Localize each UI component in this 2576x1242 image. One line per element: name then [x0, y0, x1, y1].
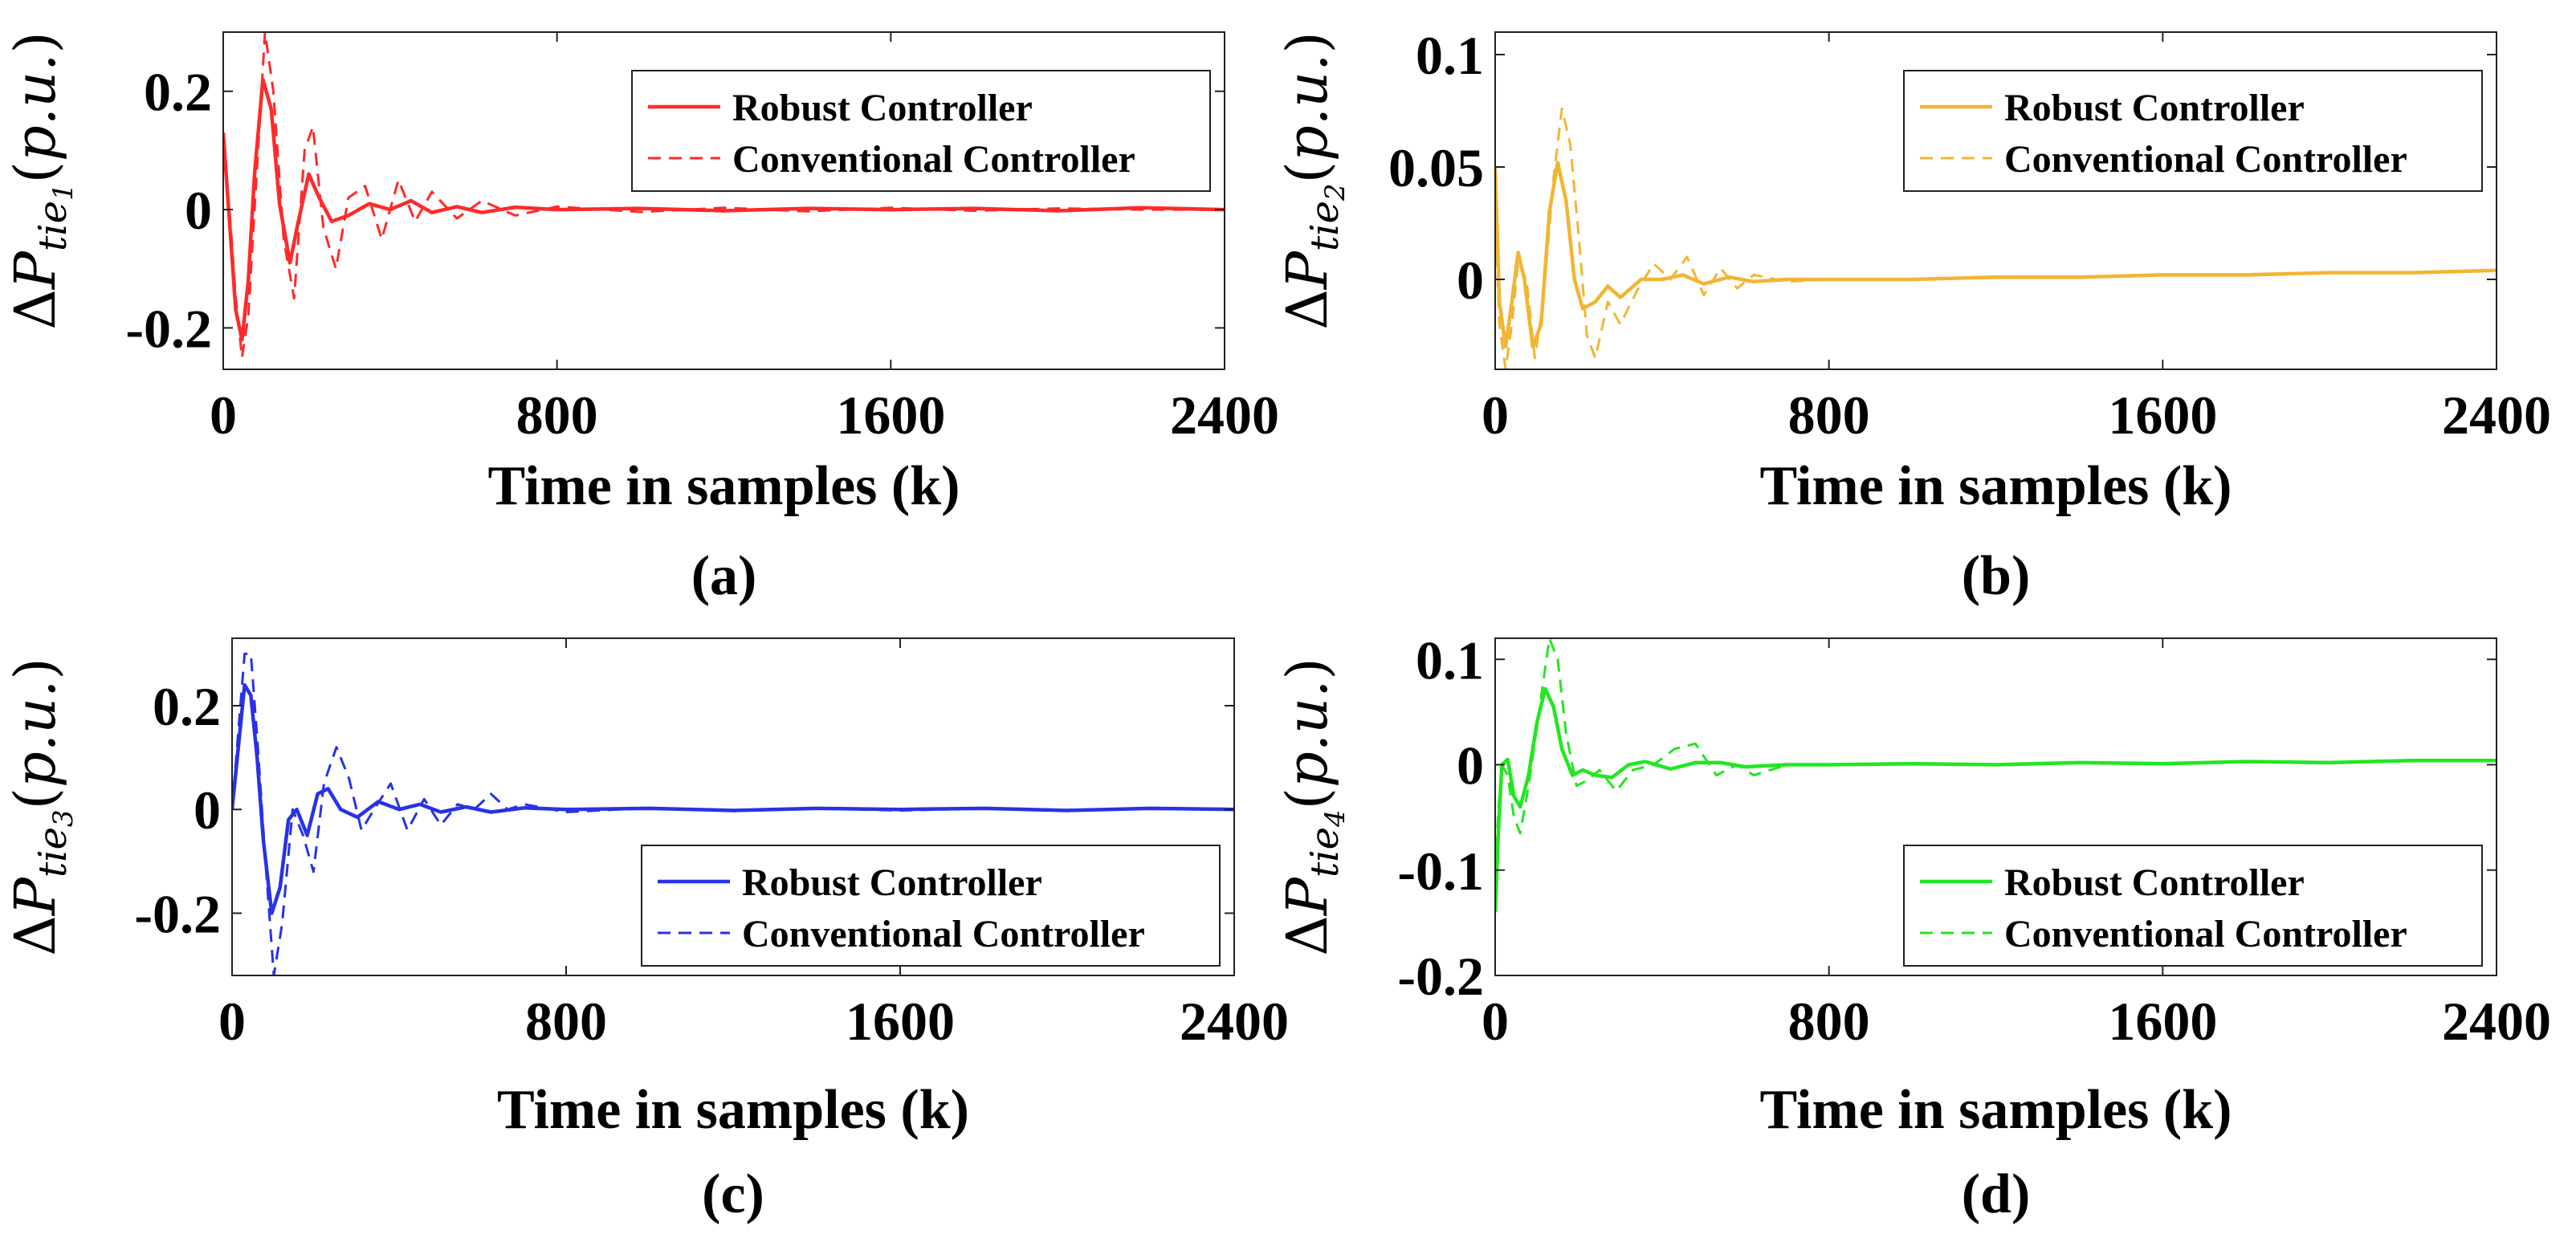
legend: Robust Controller Conventional Controller — [1903, 70, 2483, 192]
legend-box — [1903, 845, 2483, 967]
legend-label: Conventional Controller — [2004, 913, 2407, 955]
chart-panel: 0 800 1600 2400 0.1 0.05 0 Time in samples (k) (… — [1274, 25, 2551, 607]
y-tick-label: 0 — [194, 780, 221, 841]
y-tick-label: 0.2 — [144, 62, 212, 123]
panel-caption: (d) — [1962, 1163, 2031, 1225]
legend-label: Robust Controller — [2004, 87, 2305, 129]
x-axis-label: Time in samples (k) — [1760, 455, 2232, 517]
legend-box — [631, 70, 1211, 192]
chart-panel: 0 800 1600 2400 0.2 0 -0.2 Time in samples (k) (… — [2, 637, 1289, 1225]
legend-label: Robust Controller — [732, 87, 1033, 129]
x-tick-label: 800 — [1788, 991, 1870, 1052]
y-tick-label: -0.2 — [134, 883, 221, 944]
legend-label: Robust Controller — [2004, 861, 2305, 904]
axes-box — [222, 31, 1225, 370]
x-tick-label: 1600 — [2108, 991, 2217, 1052]
x-tick-label: 0 — [210, 385, 237, 446]
y-tick-label: -0.2 — [125, 298, 212, 359]
series-line-conventional — [1495, 638, 2497, 870]
y-tick-label: 0 — [185, 180, 212, 241]
y-axis-label: ΔPtie1(p.u.) — [2, 31, 79, 329]
legend: Robust Controller Conventional Controller — [641, 845, 1221, 967]
panel-caption: (c) — [702, 1163, 764, 1225]
x-tick-label: 800 — [525, 991, 607, 1052]
legend-label: Conventional Controller — [732, 138, 1135, 181]
x-tick-label: 800 — [1788, 385, 1870, 446]
y-axis-label: ΔPtie2(p.u.) — [1274, 31, 1351, 329]
y-tick-label: 0.1 — [1416, 629, 1484, 690]
legend-label: Conventional Controller — [742, 913, 1145, 955]
y-tick-label: 0.1 — [1416, 25, 1484, 86]
series-line-conventional — [223, 32, 1225, 359]
panel-caption: (b) — [1962, 545, 2031, 607]
series-line-robust — [223, 77, 1225, 342]
y-axis-label: ΔPtie3(p.u.) — [2, 658, 79, 955]
x-tick-label: 1600 — [2108, 385, 2217, 446]
chart-panel: 0 800 1600 2400 0.2 0 -0.2 Time in samples (k) (… — [2, 31, 1279, 607]
y-tick-label: -0.1 — [1397, 841, 1484, 902]
legend-label: Conventional Controller — [2004, 138, 2407, 181]
legend-box — [641, 845, 1221, 967]
axes-box — [1494, 31, 2497, 370]
legend-box — [1903, 70, 2483, 192]
y-axis-label: ΔPtie4(p.u.) — [1274, 658, 1351, 955]
x-tick-label: 2400 — [1170, 385, 1279, 446]
y-tick-label: 0.05 — [1388, 137, 1484, 198]
x-axis-label: Time in samples (k) — [497, 1079, 969, 1141]
y-tick-label: 0 — [1457, 735, 1484, 796]
x-tick-label: 2400 — [2442, 991, 2551, 1052]
x-tick-label: 0 — [1482, 385, 1509, 446]
x-tick-label: 1600 — [846, 991, 955, 1052]
axes-box — [1494, 637, 2497, 976]
x-tick-label: 2400 — [2442, 385, 2551, 446]
panel-caption: (a) — [691, 545, 757, 607]
y-tick-label: 0 — [1457, 250, 1484, 311]
series-line-conventional — [1495, 107, 2497, 369]
x-tick-label: 1600 — [836, 385, 945, 446]
x-tick-label: 800 — [516, 385, 598, 446]
y-tick-label: 0.2 — [153, 676, 221, 737]
chart-panel: 0 800 1600 2400 0.1 0 -0.1 -0.2 Time in samples … — [1274, 629, 2551, 1225]
legend-label: Robust Controller — [742, 861, 1042, 904]
series-line-robust — [1495, 686, 2497, 913]
x-tick-label: 0 — [218, 991, 246, 1052]
x-tick-label: 2400 — [1180, 991, 1289, 1052]
y-tick-label: -0.2 — [1397, 946, 1484, 1007]
x-tick-label: 0 — [1482, 991, 1509, 1052]
series-line-conventional — [232, 652, 1234, 975]
legend: Robust Controller Conventional Controller — [631, 70, 1211, 192]
axes-box — [231, 637, 1235, 976]
x-axis-label: Time in samples (k) — [488, 455, 960, 517]
x-axis-label: Time in samples (k) — [1760, 1079, 2232, 1141]
legend: Robust Controller Conventional Controller — [1903, 845, 2483, 967]
